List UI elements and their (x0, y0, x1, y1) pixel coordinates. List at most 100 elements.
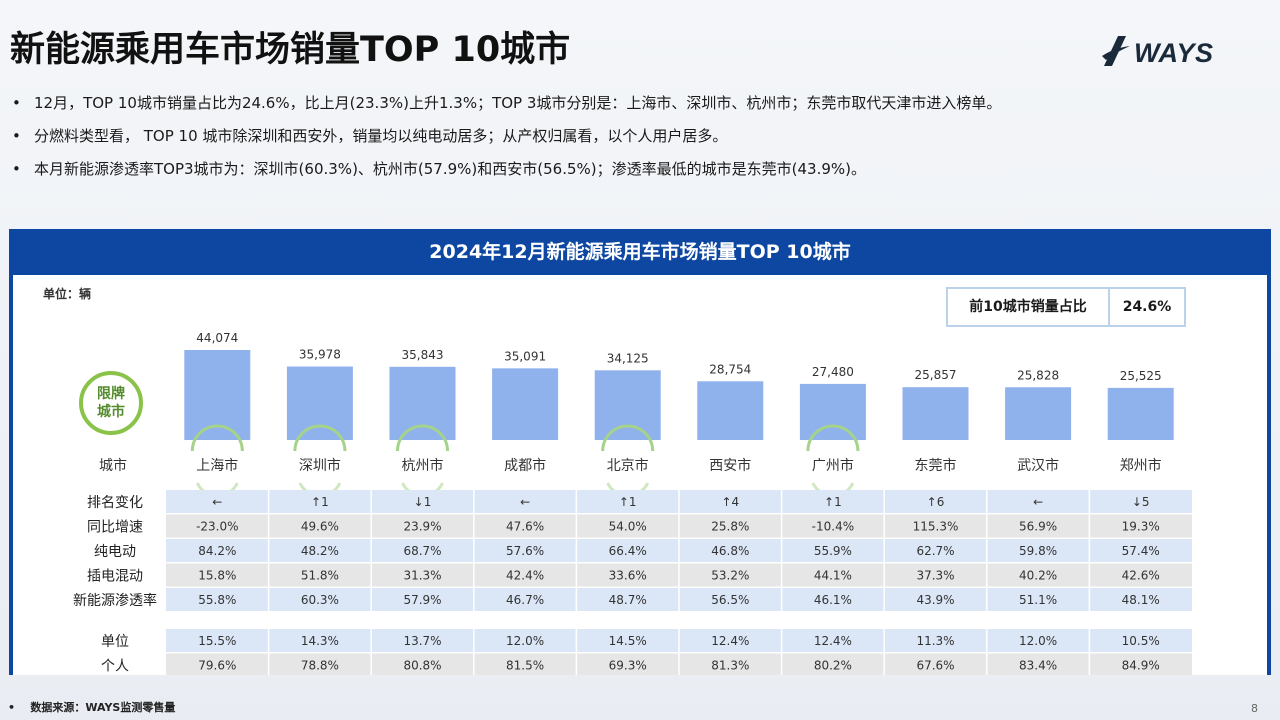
table-cell: 49.6% (301, 520, 339, 534)
bullet-item: • 分燃料类型看， TOP 10 城市除深圳和西安外，销量均以纯电动居多；从产权归… (12, 123, 1262, 156)
bar-value-label: 44,074 (196, 331, 238, 345)
city-label: 杭州市 (402, 457, 444, 474)
table-cell: 33.6% (609, 569, 647, 583)
page-number: 8 (1251, 702, 1258, 715)
table-cell: 80.2% (814, 659, 852, 673)
restricted-city-marker (806, 424, 860, 452)
restricted-city-marker (396, 424, 449, 452)
bar-value-label: 25,828 (1017, 368, 1059, 382)
restricted-city-marker (190, 424, 244, 452)
table-cell: 14.5% (609, 634, 647, 648)
table-cell: 55.8% (198, 593, 236, 607)
table-cell: 25.8% (711, 520, 749, 534)
table-cell: 57.9% (403, 593, 441, 607)
table-cell: -10.4% (812, 520, 854, 534)
table-cell: 66.4% (609, 544, 647, 558)
kpi-box: 前10城市销量占比 24.6% (946, 287, 1186, 327)
table-cell: 51.1% (1019, 593, 1057, 607)
kpi-value: 24.6% (1122, 299, 1172, 315)
table-cell: 81.5% (506, 659, 544, 673)
restricted-city-marker (293, 424, 347, 452)
table-cell: 42.4% (506, 569, 544, 583)
table-cell: 79.6% (198, 659, 236, 673)
table-cell: 84.9% (1122, 659, 1160, 673)
bar (389, 366, 456, 440)
table-cell: ↑4 (721, 495, 739, 509)
bar-value-label: 35,978 (299, 348, 341, 362)
table-cell: 43.9% (916, 593, 954, 607)
bar-value-label: 25,857 (915, 368, 957, 382)
row-label: 个人 (101, 659, 129, 675)
bar (1005, 387, 1072, 440)
chart-panel: 2024年12月新能源乘用车市场销量TOP 10城市 单位：辆 前10城市销量占… (9, 229, 1271, 675)
city-label: 武汉市 (1017, 457, 1059, 474)
table-cell: 56.5% (711, 593, 749, 607)
row-label: 单位 (101, 634, 129, 650)
table-cell: 42.6% (1122, 569, 1160, 583)
city-label: 深圳市 (299, 457, 341, 474)
bar-value-label: 35,091 (504, 349, 546, 363)
bullet-dot: • (12, 127, 21, 145)
table-cell: 54.0% (609, 520, 647, 534)
table-cell: 115.3% (913, 520, 959, 534)
bar-value-label: 27,480 (812, 365, 854, 379)
logo-text: WAYS (1134, 38, 1214, 68)
city-label: 成都市 (504, 457, 546, 474)
ways-logo-icon (1102, 36, 1130, 66)
bullet-dot: • (12, 94, 21, 112)
table-cell: ↑1 (824, 495, 842, 509)
table-cell: 68.7% (403, 544, 441, 558)
table-cell: 81.3% (711, 659, 749, 673)
table-cell: 56.9% (1019, 520, 1057, 534)
bullet-dot: • (12, 160, 21, 178)
table-cell: ← (1033, 495, 1043, 509)
table-cell: 46.8% (711, 544, 749, 558)
unit-label: 单位：辆 (43, 287, 92, 301)
table-cell: ↓5 (1132, 495, 1150, 509)
table-cell: ← (212, 495, 222, 509)
table-cell: 55.9% (814, 544, 852, 558)
page-title: 新能源乘用车市场销量TOP 10城市 (10, 30, 571, 70)
bar-value-label: 25,525 (1120, 369, 1162, 383)
restricted-city-badge: 限牌城市 (79, 371, 143, 435)
badge-text: 限牌城市 (97, 386, 125, 420)
table-cell: ↑6 (927, 495, 945, 509)
table-cell: 14.3% (301, 634, 339, 648)
table-cell: 44.1% (814, 569, 852, 583)
table-cell: 12.0% (506, 634, 544, 648)
kpi-label: 前10城市销量占比 (948, 289, 1110, 325)
data-source: • 数据来源：WAYS监测零售量 (8, 701, 176, 714)
bullet-item: • 本月新能源渗透率TOP3城市为：深圳市(60.3%)、杭州市(57.9%)和西… (12, 156, 1262, 189)
city-label: 上海市 (196, 457, 238, 474)
table-cell: -23.0% (196, 520, 238, 534)
table-cell: ← (520, 495, 530, 509)
bullet-text: 分燃料类型看， TOP 10 城市除深圳和西安外，销量均以纯电动居多；从产权归属… (34, 127, 728, 145)
table-cell: 12.4% (711, 634, 749, 648)
table-cell: 78.8% (301, 659, 339, 673)
bar (286, 366, 353, 440)
city-label: 郑州市 (1120, 457, 1162, 474)
bar (799, 383, 866, 440)
table-cell: ↑1 (619, 495, 637, 509)
bar-value-label: 34,125 (607, 351, 649, 365)
row-label: 同比增速 (87, 520, 143, 536)
table-cell: 48.1% (1122, 593, 1160, 607)
table-cell: 12.4% (814, 634, 852, 648)
table-cell: 60.3% (301, 593, 339, 607)
bar-value-label: 35,843 (402, 348, 444, 362)
table-cell: 15.5% (198, 634, 236, 648)
bar (697, 381, 764, 440)
table-cell: 59.8% (1019, 544, 1057, 558)
bullet-item: • 12月，TOP 10城市销量占比为24.6%，比上月(23.3%)上升1.3%… (12, 90, 1262, 123)
bar-chart: 44,074 上海市 35,978 深圳市 35,843 杭州市 35,091 成都市 34,1… (73, 331, 1192, 675)
table-cell: ↓1 (414, 495, 432, 509)
table-cell: 80.8% (403, 659, 441, 673)
table-cell: 51.8% (301, 569, 339, 583)
bar-value-label: 28,754 (709, 362, 751, 376)
table-cell: 83.4% (1019, 659, 1057, 673)
bar (492, 368, 559, 440)
summary-bullets: • 12月，TOP 10城市销量占比为24.6%，比上月(23.3%)上升1.3%… (12, 90, 1262, 189)
table-cell: ↑1 (311, 495, 329, 509)
table-cell: 48.2% (301, 544, 339, 558)
bar (1107, 387, 1174, 440)
